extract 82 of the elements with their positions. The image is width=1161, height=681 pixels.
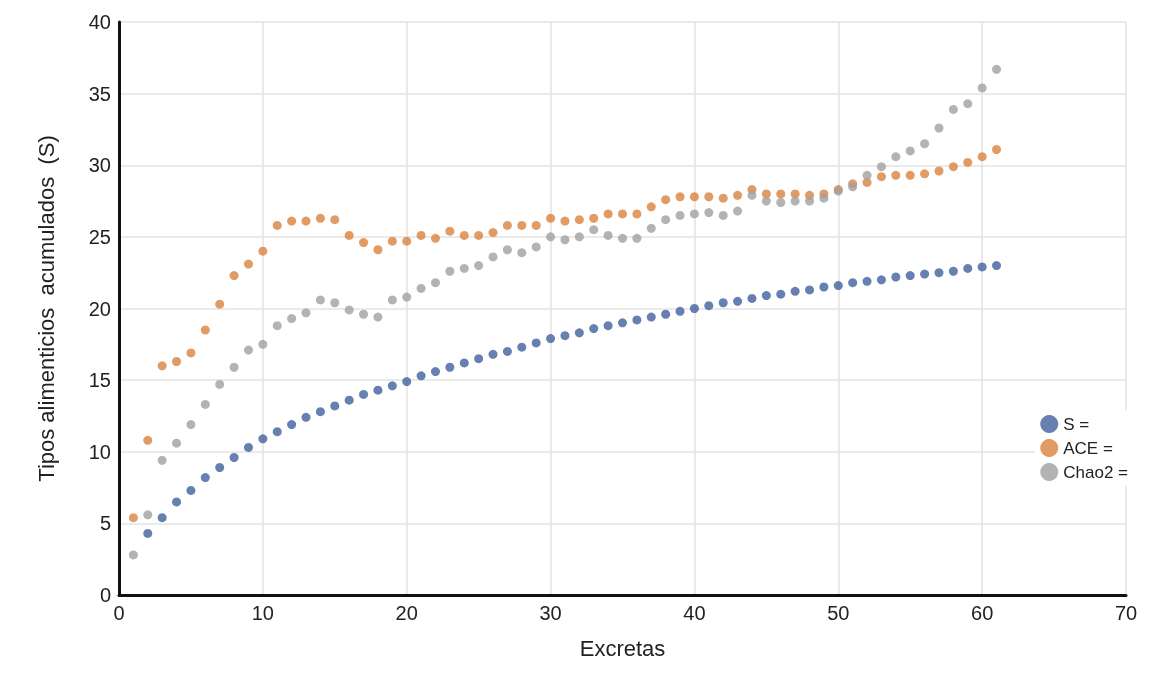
y-tick-label: 0 bbox=[99, 584, 111, 606]
point bbox=[416, 371, 426, 381]
point bbox=[344, 395, 354, 405]
point bbox=[488, 349, 498, 359]
point bbox=[747, 293, 757, 303]
x-tick-label: 20 bbox=[395, 602, 418, 624]
point bbox=[876, 275, 886, 285]
point bbox=[560, 331, 570, 341]
point bbox=[905, 271, 915, 281]
point bbox=[646, 312, 656, 322]
y-axis-title: Tipos alimenticios acumulados (S) bbox=[33, 135, 59, 482]
point bbox=[517, 342, 527, 352]
point bbox=[301, 412, 311, 422]
point bbox=[258, 434, 268, 444]
x-tick-label: 60 bbox=[971, 602, 994, 624]
point bbox=[948, 266, 958, 276]
point bbox=[862, 276, 872, 286]
point bbox=[805, 285, 815, 295]
y-tick-label: 20 bbox=[88, 297, 111, 320]
point bbox=[157, 513, 167, 523]
y-tick-label: 15 bbox=[88, 369, 111, 392]
point bbox=[632, 315, 642, 325]
point bbox=[387, 381, 397, 391]
x-tick-label: 10 bbox=[251, 602, 274, 624]
y-tick-label: 10 bbox=[88, 440, 111, 463]
x-tick-label: 0 bbox=[113, 602, 125, 624]
point bbox=[920, 269, 930, 279]
point bbox=[287, 420, 297, 430]
legend-label: S = bbox=[1063, 414, 1090, 434]
point bbox=[315, 407, 325, 417]
point bbox=[200, 473, 210, 483]
point bbox=[215, 463, 225, 472]
point bbox=[718, 298, 728, 308]
point bbox=[603, 321, 613, 331]
point bbox=[977, 262, 987, 272]
x-tick-label: 50 bbox=[827, 602, 850, 624]
point bbox=[459, 358, 469, 368]
point bbox=[502, 346, 512, 356]
point bbox=[790, 286, 800, 296]
point bbox=[761, 291, 771, 301]
point bbox=[891, 272, 901, 282]
x-axis-title: Excretas bbox=[579, 635, 666, 661]
point bbox=[833, 281, 843, 291]
y-tick-label: 5 bbox=[99, 512, 111, 535]
y-tick-label: 35 bbox=[88, 82, 111, 105]
point bbox=[704, 301, 714, 311]
x-tick-label: 70 bbox=[1114, 602, 1138, 624]
point bbox=[546, 334, 556, 344]
point bbox=[243, 442, 253, 452]
x-tick-label: 40 bbox=[683, 602, 706, 624]
point bbox=[848, 278, 858, 288]
point bbox=[531, 338, 541, 348]
point bbox=[402, 377, 412, 387]
point bbox=[330, 401, 340, 411]
point bbox=[172, 497, 182, 507]
point bbox=[574, 328, 584, 338]
x-tick-label: 30 bbox=[539, 602, 562, 624]
point bbox=[430, 367, 440, 377]
point bbox=[819, 282, 829, 292]
point bbox=[934, 268, 944, 278]
legend-label: Chao2 = bbox=[1063, 462, 1129, 482]
point bbox=[445, 362, 455, 372]
point bbox=[992, 261, 1002, 271]
point bbox=[186, 485, 196, 495]
point bbox=[963, 263, 973, 273]
point bbox=[359, 389, 369, 399]
point bbox=[373, 385, 383, 395]
y-tick-label: 25 bbox=[88, 225, 111, 248]
point bbox=[776, 289, 786, 299]
y-tick-label: 40 bbox=[88, 11, 111, 33]
point bbox=[272, 427, 282, 437]
point bbox=[229, 452, 239, 462]
legend-label: ACE = bbox=[1063, 438, 1113, 458]
point bbox=[618, 318, 627, 328]
point bbox=[143, 528, 153, 538]
y-tick-label: 30 bbox=[88, 154, 111, 177]
point bbox=[661, 309, 671, 319]
point bbox=[589, 324, 599, 334]
point bbox=[675, 306, 685, 316]
point bbox=[733, 296, 743, 306]
point bbox=[689, 304, 699, 313]
point bbox=[474, 354, 484, 364]
